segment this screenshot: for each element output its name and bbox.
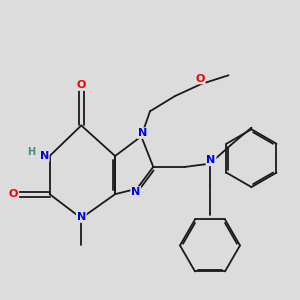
Text: N: N (138, 128, 147, 138)
Text: N: N (131, 187, 140, 197)
Text: N: N (206, 155, 216, 165)
Text: H: H (27, 147, 35, 157)
Text: N: N (76, 212, 86, 222)
Text: N: N (40, 151, 49, 161)
Text: O: O (76, 80, 86, 90)
Text: O: O (196, 74, 205, 83)
Text: O: O (9, 189, 18, 199)
